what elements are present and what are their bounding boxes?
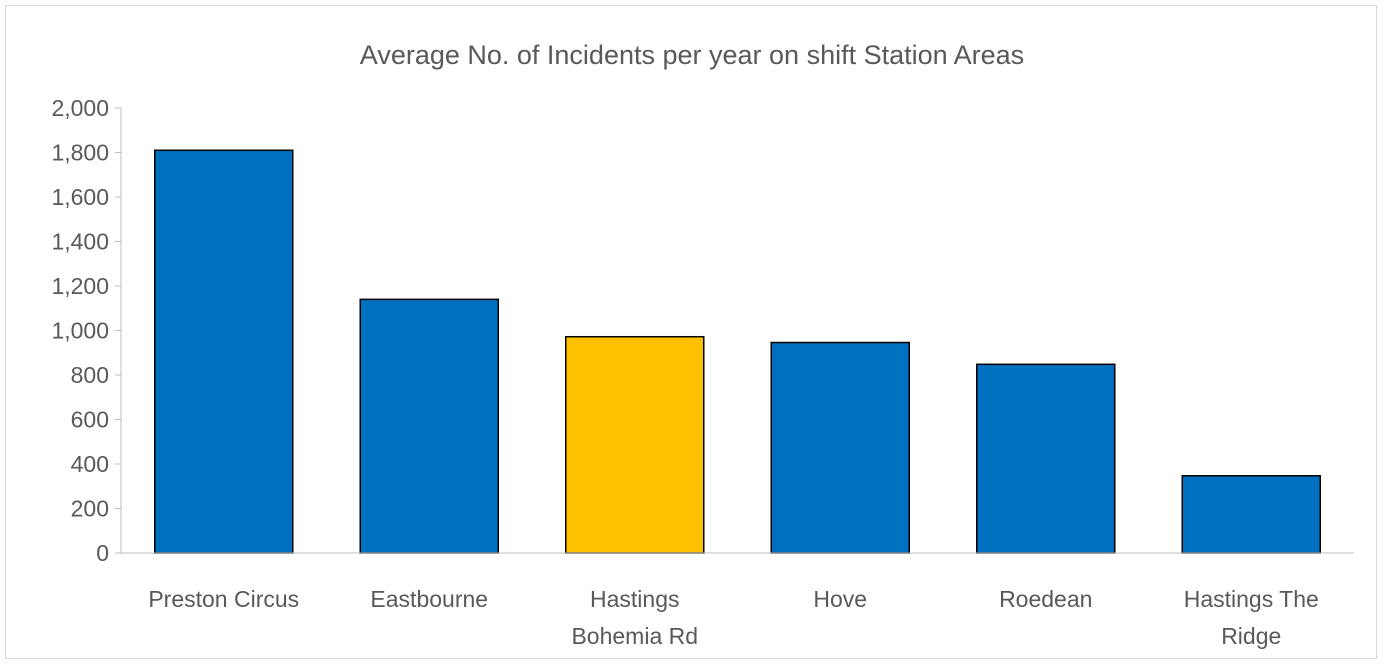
bar: [359, 298, 499, 554]
bar: [770, 341, 910, 554]
y-tick-label: 1,000: [51, 318, 109, 344]
x-category-label: Hastings The: [1184, 586, 1319, 612]
x-category-label: Hove: [813, 586, 867, 612]
y-tick-label: 1,600: [51, 184, 109, 210]
bars: [154, 149, 1321, 554]
y-tick-label: 2,000: [51, 95, 109, 121]
y-tick-label: 800: [71, 362, 109, 388]
x-category-label: Roedean: [999, 586, 1092, 612]
bar: [1181, 475, 1321, 554]
bar: [976, 363, 1116, 554]
x-category-label: Hastings: [590, 586, 679, 612]
x-axis: Preston Circus Eastbourne Hastings Bohemia …: [121, 552, 1354, 649]
x-category-label: Preston Circus: [148, 586, 299, 612]
x-category-label: Bohemia Rd: [571, 623, 698, 649]
y-tick-label: 400: [71, 451, 109, 477]
y-tick-label: 0: [96, 540, 109, 566]
y-tick-label: 1,400: [51, 229, 109, 255]
bar: [565, 335, 705, 554]
x-category-label: Ridge: [1221, 623, 1281, 649]
y-tick-label: 1,800: [51, 140, 109, 166]
x-category-label: Eastbourne: [370, 586, 488, 612]
y-tick-label: 1,200: [51, 273, 109, 299]
y-tick-label: 200: [71, 496, 109, 522]
y-axis: 0 200 400 600 800 1,000 1,200 1,400 1,600 1,800 2,…: [51, 95, 122, 566]
bar: [154, 149, 294, 554]
chart-title: Average No. of Incidents per year on shi…: [359, 40, 1025, 70]
y-tick-label: 600: [71, 407, 109, 433]
